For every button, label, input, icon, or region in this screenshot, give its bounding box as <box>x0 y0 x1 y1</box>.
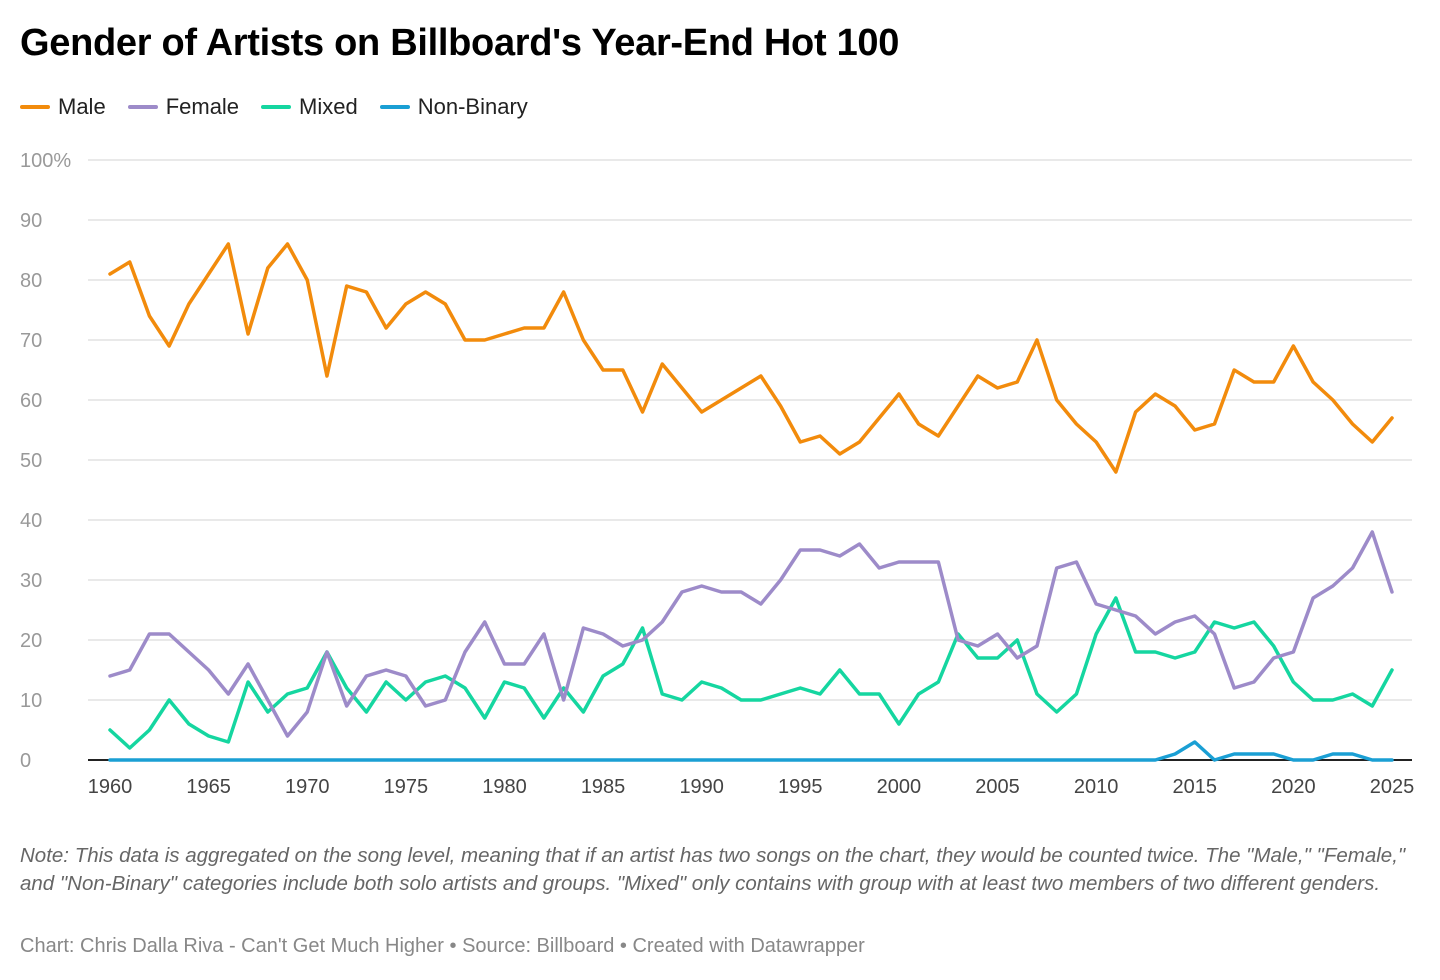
x-tick-label: 2020 <box>1271 776 1316 798</box>
legend-swatch <box>379 105 410 109</box>
line-chart: 0 10 20 30 40 50 60 70 80 90 100% 1960 1965 1970 1975 1… <box>20 150 1415 798</box>
y-tick-label: 80 <box>20 270 42 292</box>
x-tick-label: 2025 <box>1370 776 1415 798</box>
x-tick-label: 1985 <box>581 776 626 798</box>
x-tick-label: 1980 <box>482 776 527 798</box>
series-line-non-binary <box>108 740 1394 762</box>
x-tick-label: 1975 <box>384 776 429 798</box>
x-tick-label: 1960 <box>88 776 133 798</box>
legend-swatch <box>261 105 292 109</box>
y-tick-label: 0 <box>20 750 31 772</box>
x-tick-label: 1970 <box>285 776 330 798</box>
y-tick-label: 60 <box>20 390 42 412</box>
x-tick-label: 2005 <box>975 776 1020 798</box>
legend-item: Non-Binary <box>379 94 528 120</box>
x-tick-label: 1965 <box>186 776 231 798</box>
legend-label: Female <box>165 94 240 119</box>
x-tick-label: 2015 <box>1173 776 1218 798</box>
y-tick-label: 10 <box>20 690 42 712</box>
series-line-female <box>108 530 1394 738</box>
y-tick-label: 70 <box>20 330 42 352</box>
x-tick-label: 1990 <box>679 776 724 798</box>
chart-title: Gender of Artists on Billboard's Year-En… <box>20 22 900 64</box>
legend-swatch <box>127 105 158 109</box>
y-tick-label: 40 <box>20 510 42 532</box>
chart-credit: Chart: Chris Dalla Riva - Can't Get Much… <box>20 935 865 957</box>
y-tick-label: 20 <box>20 630 42 652</box>
legend-label: Mixed <box>299 94 358 119</box>
legend-item: Female <box>127 94 240 120</box>
y-tick-label: 100% <box>20 150 71 172</box>
legend-label: Male <box>58 94 106 119</box>
x-tick-label: 2010 <box>1074 776 1119 798</box>
y-tick-label: 90 <box>20 210 42 232</box>
series-line-male <box>108 242 1394 474</box>
legend-item: Male <box>20 94 106 120</box>
legend-label: Non-Binary <box>417 94 528 119</box>
x-tick-label: 1995 <box>778 776 823 798</box>
y-tick-label: 50 <box>20 450 42 472</box>
legend-item: Mixed <box>261 94 358 120</box>
legend: Male Female Mixed Non-Binary <box>20 94 528 120</box>
chart-note: Note: This data is aggregated on the son… <box>20 844 1406 895</box>
legend-swatch <box>20 105 50 109</box>
y-tick-label: 30 <box>20 570 42 592</box>
x-tick-label: 2000 <box>877 776 922 798</box>
